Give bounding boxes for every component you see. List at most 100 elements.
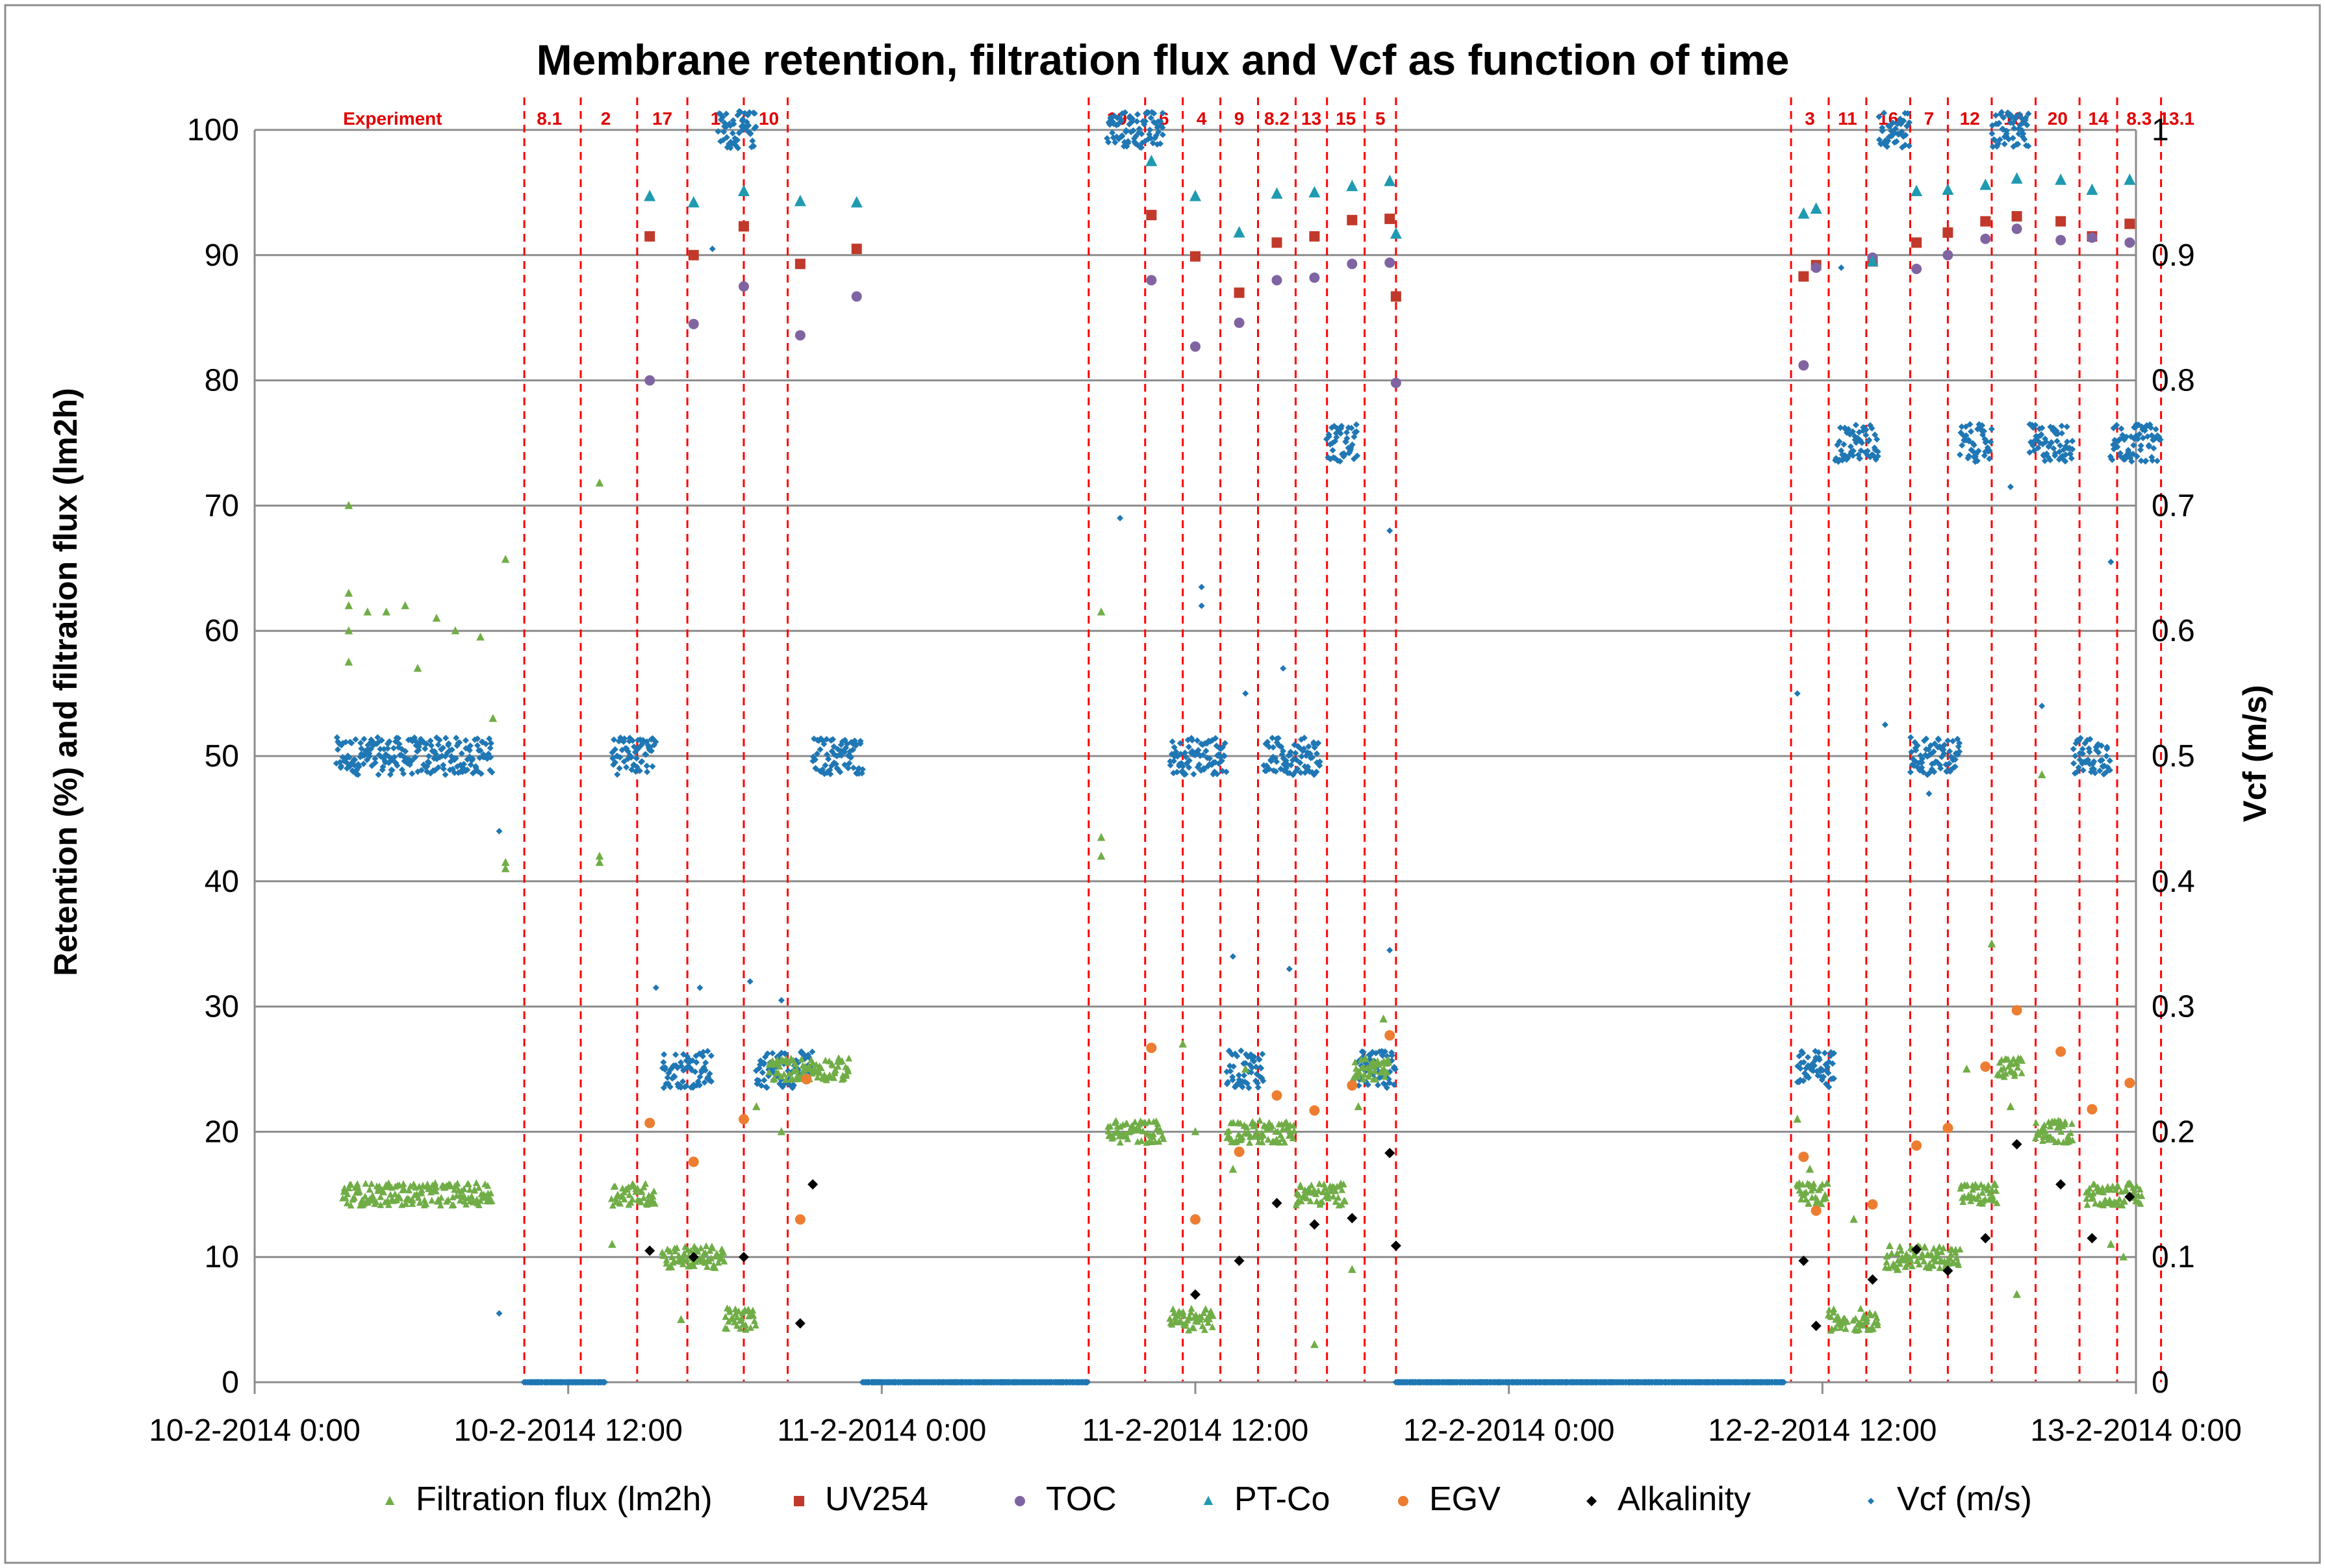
vcf-point <box>474 735 481 742</box>
data-point <box>1798 1255 1809 1266</box>
vcf-point <box>652 739 659 746</box>
vcf-point <box>623 764 630 771</box>
vcf-point <box>1856 455 1863 462</box>
data-point <box>850 196 863 208</box>
flux-point <box>487 1189 494 1196</box>
flux-point <box>1128 1122 1136 1129</box>
vcf-point <box>1974 457 1981 464</box>
flux-point <box>1243 1123 1251 1130</box>
data-point <box>1798 360 1809 371</box>
vcf-point <box>699 1053 706 1060</box>
vcf-point <box>1147 134 1154 142</box>
vcf-point <box>667 1083 674 1091</box>
flux-point <box>1268 1122 1276 1129</box>
flux-point <box>400 1180 407 1187</box>
vcf-point <box>620 758 628 765</box>
flux-point <box>409 1200 416 1207</box>
vcf-point <box>352 736 359 743</box>
flux-point <box>1274 1128 1282 1135</box>
flux-point <box>1929 1261 1937 1269</box>
vcf-point <box>1298 753 1305 760</box>
flux-point <box>464 1180 472 1187</box>
flux-point <box>1379 1014 1388 1023</box>
legend-marker <box>794 1496 804 1506</box>
flux-point <box>444 1196 452 1204</box>
vcf-point <box>2068 455 2075 462</box>
vcf-point <box>1218 757 1225 765</box>
vcf-point <box>1311 744 1318 751</box>
vcf-point <box>1245 1084 1252 1091</box>
flux-point <box>1843 1318 1851 1325</box>
vcf-point <box>1138 131 1145 138</box>
y2-tick-label: 0.3 <box>2152 990 2195 1024</box>
vcf-point <box>1852 422 1859 429</box>
data-point <box>1271 1090 1282 1101</box>
flux-point <box>2107 1239 2115 1248</box>
flux-point <box>414 1194 422 1201</box>
vcf-point <box>2149 457 2156 464</box>
vcf-point <box>1147 126 1154 133</box>
flux-point <box>1246 1139 1253 1146</box>
data-point <box>688 318 699 329</box>
vcf-point <box>652 984 659 991</box>
vcf-point <box>487 744 494 752</box>
vcf-point <box>355 771 362 778</box>
flux-point <box>2100 1188 2107 1196</box>
vcf-point <box>2079 766 2087 774</box>
vcf-point <box>649 763 656 770</box>
flux-point <box>1934 1252 1942 1259</box>
flux-point <box>1810 1180 1818 1187</box>
y2-tick-label: 1 <box>2152 113 2169 147</box>
vcf-point <box>334 746 341 753</box>
flux-point <box>2041 1127 2049 1134</box>
vcf-point <box>464 766 471 774</box>
vcf-point <box>1931 768 1938 776</box>
vcf-point <box>1316 762 1323 769</box>
vcf-point <box>1883 143 1890 150</box>
flux-point <box>391 1190 399 1198</box>
y2-tick-label: 0.7 <box>2152 488 2195 523</box>
flux-point <box>1870 1325 1877 1332</box>
flux-point <box>616 1200 624 1207</box>
flux-point <box>1360 1075 1367 1083</box>
flux-point <box>1830 1308 1838 1316</box>
flux-point <box>1989 1193 1996 1200</box>
flux-point <box>1252 1127 1260 1135</box>
flux-point <box>1371 1067 1379 1075</box>
flux-point <box>488 1197 496 1204</box>
vcf-point <box>672 1051 680 1058</box>
flux-point <box>1873 1313 1881 1321</box>
flux-point <box>782 1076 790 1083</box>
data-point <box>807 1179 819 1190</box>
flux-point <box>1104 1127 1112 1135</box>
flux-point <box>1824 1180 1831 1187</box>
flux-point <box>422 1200 430 1208</box>
vcf-point <box>782 1050 789 1057</box>
flux-point <box>372 1198 380 1206</box>
flux-point <box>1935 1243 1943 1250</box>
flux-point <box>347 1202 355 1209</box>
flux-point <box>637 1198 645 1206</box>
flux-point <box>400 1185 408 1193</box>
flux-point <box>680 1250 688 1257</box>
data-point <box>1271 237 1282 248</box>
vcf-point <box>750 142 757 149</box>
experiment-label: 8.2 <box>1264 108 1290 129</box>
vcf-point <box>1198 583 1205 590</box>
vcf-point <box>1940 750 1948 757</box>
flux-point <box>780 1070 788 1078</box>
vcf-point <box>355 763 362 770</box>
flux-point <box>1124 1135 1132 1143</box>
flux-point <box>1384 1055 1391 1063</box>
vcf-point <box>496 1309 503 1317</box>
flux-point <box>1904 1260 1912 1268</box>
flux-point <box>1893 1265 1902 1273</box>
vcf-point <box>2025 142 2032 149</box>
flux-point <box>845 1054 853 1062</box>
flux-point <box>642 1180 649 1187</box>
vcf-point <box>1159 124 1166 131</box>
vcf-point <box>2095 749 2102 756</box>
vcf-point <box>1983 438 1990 445</box>
flux-point <box>702 1249 709 1256</box>
flux-point <box>466 1185 474 1193</box>
